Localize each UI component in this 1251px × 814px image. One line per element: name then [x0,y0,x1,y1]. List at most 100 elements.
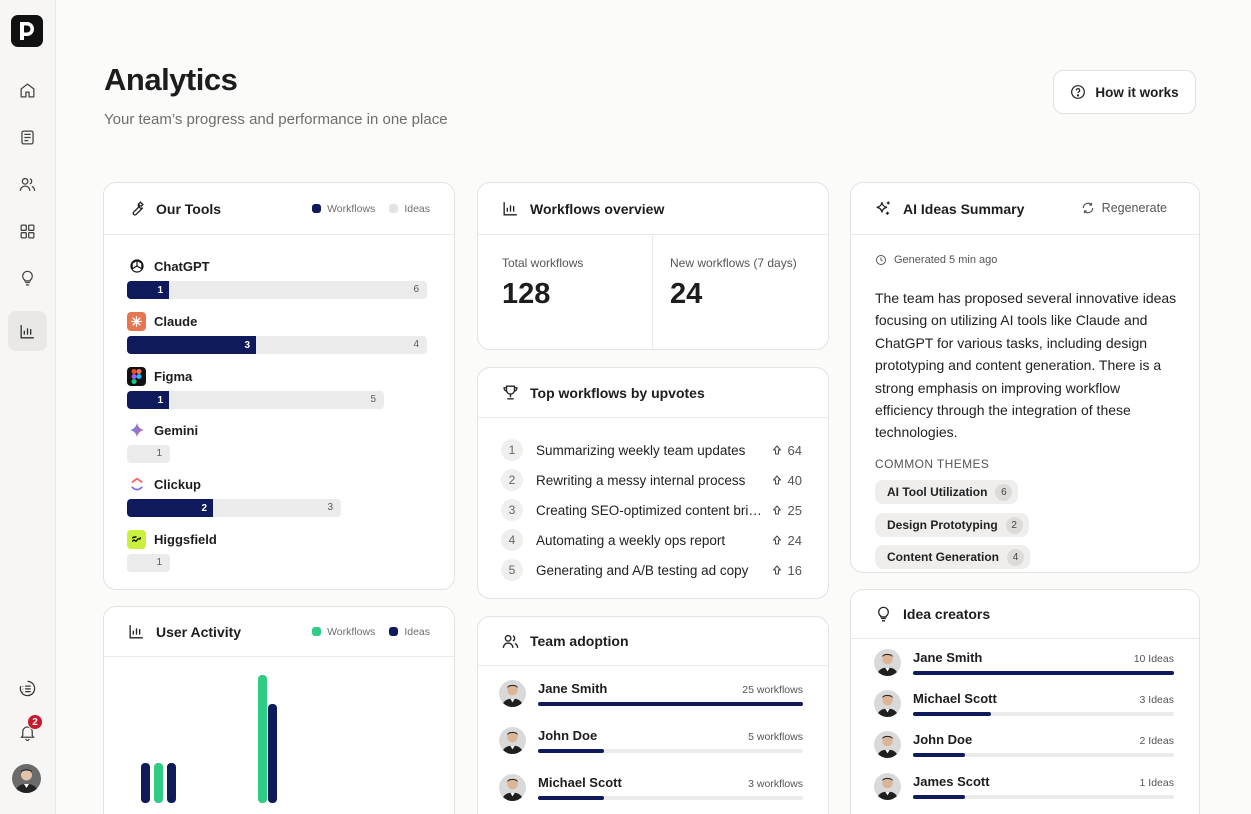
team-adoption-title: Team adoption [530,633,629,649]
workflow-title: Summarizing weekly team updates [536,442,746,458]
progress-fill [538,702,803,706]
activity-bar [268,704,277,803]
tool-bar: 3 4 [127,336,427,354]
ideas-count: 1 [156,557,162,568]
tool-chatgpt[interactable]: ChatGPT 1 6 [127,256,427,299]
how-it-works-button[interactable]: How it works [1053,70,1196,114]
bar-chart-icon [503,202,517,216]
theme-chip[interactable]: Content Generation 4 [875,545,1031,569]
top-workflow-row[interactable]: 3 Creating SEO-optimized content briefs … [501,498,812,522]
our-tools-card: Our Tools Workflows Ideas ChatGPT 1 6 Cl… [103,182,455,590]
sparkles-icon [876,201,890,215]
creator-row[interactable]: John Doe 2 Ideas [874,731,1174,758]
wrench-icon [132,201,144,216]
adoption-row[interactable]: Michael Scott 3 workflows [499,774,803,801]
tool-figma[interactable]: Figma 1 5 [127,366,427,409]
person-count: 25 workflows [742,684,803,696]
workflows-bar: 2 [127,499,213,517]
lightbulb-icon[interactable] [8,258,47,298]
figma-icon [127,366,146,386]
ideas-count: 3 [327,502,333,513]
new-workflows-label: New workflows (7 days) [670,256,797,270]
checklist-icon[interactable] [8,668,47,708]
avatar [499,680,526,707]
user-avatar[interactable] [12,764,41,793]
regenerate-label: Regenerate [1101,201,1167,215]
progress-fill [538,749,605,753]
gemini-icon [127,421,146,440]
avatar [499,774,526,801]
tool-higgsfield[interactable]: Higgsfield 1 [127,529,427,572]
bar-chart-icon [129,625,143,639]
claude-icon [127,311,146,331]
adoption-row[interactable]: John Doe 5 workflows [499,727,803,754]
theme-chip[interactable]: Design Prototyping 2 [875,513,1029,537]
theme-chip[interactable]: AI Tool Utilization 6 [875,480,1019,504]
total-workflows-label: Total workflows [502,256,584,270]
person-name: Jane Smith [538,681,608,696]
workflow-title: Rewriting a messy internal process [536,472,746,488]
progress-fill [913,671,1174,675]
users-icon[interactable] [8,164,47,204]
top-workflow-row[interactable]: 4 Automating a weekly ops report 24 [501,528,812,552]
analytics-icon[interactable] [8,311,47,351]
activity-bar [167,763,176,803]
upvote-count[interactable]: 25 [762,503,802,518]
regenerate-button[interactable]: Regenerate [1081,201,1167,215]
idea-creators-title: Idea creators [903,606,991,622]
grid-icon[interactable] [8,211,47,251]
progress-track [538,749,803,753]
generated-timestamp: Generated 5 min ago [875,254,997,266]
legend-workflows: Workflows [312,626,375,638]
avatar [874,731,901,758]
upvote-icon [772,535,781,545]
activity-bar [141,763,150,803]
creator-row[interactable]: Michael Scott 3 Ideas [874,690,1174,717]
person-name: James Scott [913,774,990,789]
top-workflow-row[interactable]: 1 Summarizing weekly team updates 64 [501,438,812,462]
progress-track [913,671,1174,675]
upvote-icon [772,475,781,485]
upvote-icon [772,445,781,455]
progress-track [913,753,1174,757]
tool-clickup[interactable]: Clickup 2 3 [127,474,427,517]
tool-name: Higgsfield [154,531,217,547]
tool-claude[interactable]: Claude 3 4 [127,311,427,354]
creator-row[interactable]: Jane Smith 10 Ideas [874,649,1174,676]
bell-icon[interactable]: 2 [8,712,47,752]
top-workflow-row[interactable]: 5 Generating and A/B testing ad copy 16 [501,558,812,582]
upvote-count[interactable]: 24 [762,533,802,548]
upvote-count[interactable]: 16 [762,563,802,578]
adoption-row[interactable]: Jane Smith 25 workflows [499,680,803,707]
creator-row[interactable]: James Scott 1 Ideas [874,773,1174,800]
workflows-bar: 1 [127,281,169,299]
legend-ideas: Ideas [389,626,430,638]
progress-track [913,712,1174,716]
sidebar: 2 [0,0,56,814]
new-workflows-value: 24 [670,278,703,310]
top-workflows-title: Top workflows by upvotes [530,384,705,401]
progress-track [913,795,1174,799]
home-icon[interactable] [8,70,47,110]
ai-summary-title: AI Ideas Summary [903,200,1025,217]
tool-name: Figma [154,368,193,384]
user-activity-header: User Activity [104,607,454,657]
upvote-count[interactable]: 40 [762,473,802,488]
common-themes-label: COMMON THEMES [875,457,990,471]
person-count: 5 workflows [748,731,803,743]
document-icon[interactable] [8,117,47,157]
workflows-overview-title: Workflows overview [530,200,665,217]
upvote-count[interactable]: 64 [762,443,802,458]
workflows-bar: 1 [127,391,169,409]
app-logo[interactable] [11,15,43,47]
person-count: 3 workflows [748,778,803,790]
workflow-title: Automating a weekly ops report [536,532,726,548]
activity-bar [154,763,163,803]
idea-creators-header: Idea creators [851,590,1199,639]
workflows-bar: 3 [127,336,256,354]
tool-gemini[interactable]: Gemini 1 [127,420,427,463]
top-workflow-row[interactable]: 2 Rewriting a messy internal process 40 [501,468,812,492]
ideas-count: 1 [156,448,162,459]
person-count: 10 Ideas [1133,653,1174,665]
workflow-title: Creating SEO-optimized content briefs [536,502,762,518]
